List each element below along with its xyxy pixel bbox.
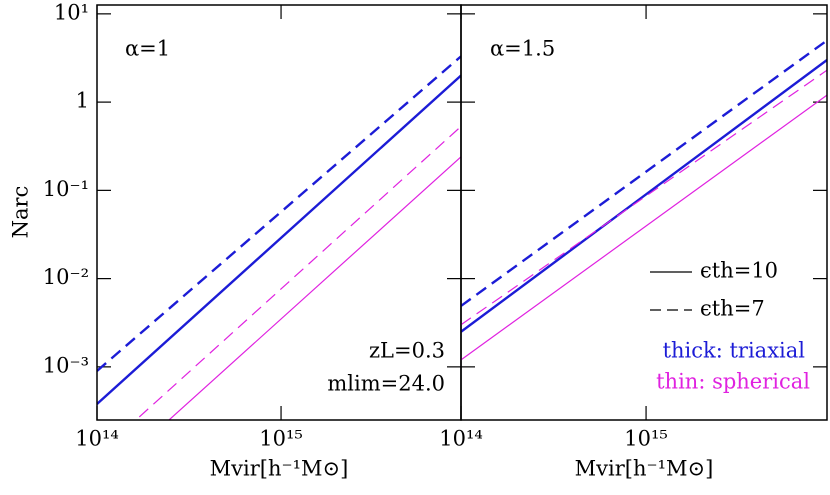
legend-label: ϵth=10 — [700, 259, 778, 283]
x-tick-label: 10¹⁴ — [439, 427, 483, 451]
x-tick-label: 10¹⁵ — [624, 427, 668, 451]
plot-area — [97, 55, 461, 420]
y-tick-label: 10⁻¹ — [43, 177, 89, 201]
series-line — [461, 59, 827, 333]
x-axis-label: Mvir[h⁻¹M⊙] — [210, 457, 349, 481]
x-axis-label: Mvir[h⁻¹M⊙] — [575, 457, 714, 481]
legend-label: ϵth=7 — [700, 297, 765, 321]
series-line — [97, 74, 461, 405]
series-line — [134, 125, 461, 420]
y-axis-label: Narc — [9, 186, 33, 239]
annotation: α=1.5 — [490, 37, 555, 61]
series-line — [168, 156, 461, 420]
x-tick-label: 10¹⁴ — [75, 427, 119, 451]
y-tick-label: 10⁻³ — [43, 353, 89, 377]
axes-frame — [460, 4, 828, 421]
series-line — [97, 55, 461, 372]
annotation: thick: triaxial — [663, 339, 806, 363]
x-tick-label: 10¹⁵ — [259, 427, 303, 451]
y-tick-label: 1 — [76, 89, 89, 113]
series-line — [461, 69, 827, 326]
series-line — [461, 94, 827, 361]
annotation: thin: spherical — [656, 370, 810, 394]
y-tick-label: 10⁻² — [43, 265, 89, 289]
annotation: mlim=24.0 — [327, 372, 445, 396]
annotation: α=1 — [125, 37, 170, 61]
annotation: zL=0.3 — [369, 339, 445, 363]
plot-area — [461, 39, 827, 361]
y-tick-label: 10¹ — [54, 0, 89, 24]
